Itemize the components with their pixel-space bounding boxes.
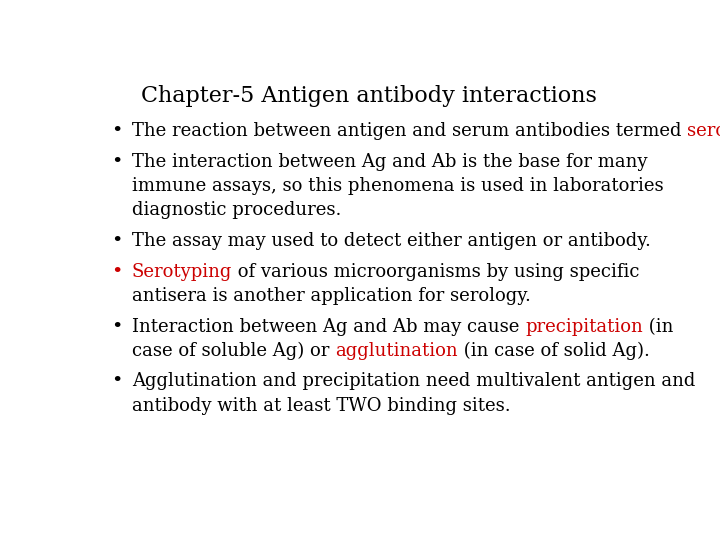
Text: (in: (in <box>643 318 673 335</box>
Text: of various microorganisms by using specific: of various microorganisms by using speci… <box>233 263 640 281</box>
Text: •: • <box>111 153 122 171</box>
Text: •: • <box>111 318 122 335</box>
Text: diagnostic procedures.: diagnostic procedures. <box>132 201 341 219</box>
Text: agglutination: agglutination <box>335 342 458 360</box>
Text: The reaction between antigen and serum antibodies termed: The reaction between antigen and serum a… <box>132 122 687 140</box>
Text: immune assays, so this phenomena is used in laboratories: immune assays, so this phenomena is used… <box>132 177 663 195</box>
Text: •: • <box>111 263 122 281</box>
Text: Interaction between Ag and Ab may cause: Interaction between Ag and Ab may cause <box>132 318 525 335</box>
Text: case of soluble Ag) or: case of soluble Ag) or <box>132 342 335 360</box>
Text: Chapter-5 Antigen antibody interactions: Chapter-5 Antigen antibody interactions <box>141 85 597 107</box>
Text: Serotyping: Serotyping <box>132 263 233 281</box>
Text: Agglutination and precipitation need multivalent antigen and: Agglutination and precipitation need mul… <box>132 373 696 390</box>
Text: precipitation: precipitation <box>525 318 643 335</box>
Text: The interaction between Ag and Ab is the base for many: The interaction between Ag and Ab is the… <box>132 153 647 171</box>
Text: •: • <box>111 373 122 390</box>
Text: (in case of solid Ag).: (in case of solid Ag). <box>458 342 649 360</box>
Text: serology: serology <box>687 122 720 140</box>
Text: •: • <box>111 232 122 250</box>
Text: •: • <box>111 122 122 140</box>
Text: The assay may used to detect either antigen or antibody.: The assay may used to detect either anti… <box>132 232 651 250</box>
Text: antisera is another application for serology.: antisera is another application for sero… <box>132 287 531 305</box>
Text: antibody with at least TWO binding sites.: antibody with at least TWO binding sites… <box>132 396 510 415</box>
